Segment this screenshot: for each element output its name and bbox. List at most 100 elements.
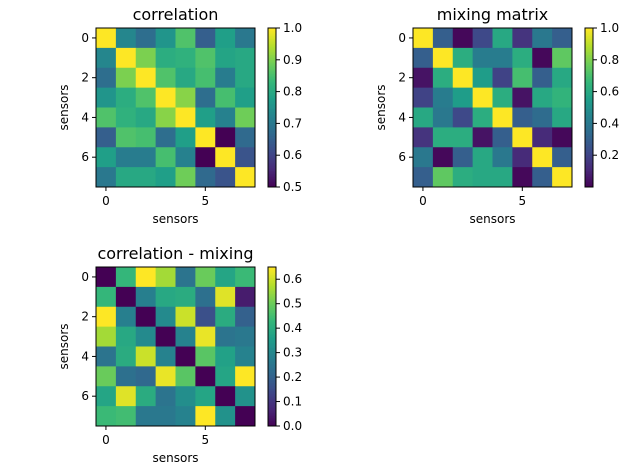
- heatmap-cell: [96, 67, 117, 89]
- heatmap-cell: [135, 346, 157, 367]
- heatmap-cell: [532, 147, 553, 168]
- colorbar-step: [268, 332, 276, 335]
- colorbar-step: [585, 153, 593, 156]
- colorbar-step: [268, 177, 276, 180]
- x-tick-label: 0: [419, 194, 427, 208]
- heatmap-cell: [532, 67, 553, 89]
- colorbar-step: [268, 351, 276, 354]
- heatmap-cell: [552, 127, 573, 148]
- y-tick-label: 4: [398, 110, 406, 124]
- heatmap-cell: [512, 28, 533, 49]
- colorbar-step: [268, 183, 276, 186]
- heatmap-cell: [135, 107, 157, 128]
- heatmap-cell: [175, 326, 196, 347]
- colorbar-step: [268, 335, 276, 338]
- colorbar-step: [268, 289, 276, 292]
- colorbar-step: [268, 316, 276, 319]
- colorbar-step: [268, 422, 276, 425]
- colorbar-step: [268, 301, 276, 305]
- colorbar-step: [585, 120, 593, 123]
- colorbar-step: [268, 175, 276, 178]
- colorbar-step: [585, 179, 593, 182]
- heatmap-cell: [452, 28, 474, 49]
- colorbar: [584, 27, 597, 188]
- colorbar-step: [585, 85, 593, 88]
- colorbar-step: [268, 371, 276, 375]
- colorbar-step: [585, 164, 593, 167]
- colorbar-step: [268, 373, 276, 376]
- heatmap-cell: [235, 406, 256, 427]
- colorbar-step: [585, 91, 593, 94]
- heatmap-cell: [413, 28, 434, 49]
- heatmap-cell: [215, 127, 236, 148]
- colorbar-step: [268, 58, 276, 61]
- colorbar-step: [268, 128, 276, 131]
- heatmap-cell: [492, 107, 513, 128]
- colorbar-step: [585, 175, 593, 178]
- colorbar-step: [268, 80, 276, 83]
- heatmap-cell: [452, 127, 474, 148]
- heatmap-cell: [155, 386, 176, 407]
- colorbar-step: [268, 313, 276, 316]
- heatmap-cell: [96, 306, 117, 328]
- colorbar-step: [268, 336, 276, 340]
- colorbar-step: [585, 171, 593, 174]
- colorbar-step: [268, 115, 276, 118]
- heatmap-panel-1: [409, 27, 597, 191]
- colorbar-step: [585, 77, 593, 80]
- chart-title: correlation - mixing: [97, 244, 253, 263]
- heatmap-cell: [195, 326, 216, 347]
- heatmap-cell: [432, 107, 454, 128]
- heatmap-cell: [96, 346, 117, 367]
- heatmap-cell: [215, 406, 236, 427]
- heatmap-cell: [235, 326, 256, 347]
- colorbar-step: [268, 129, 276, 132]
- colorbar-step: [585, 156, 593, 159]
- heatmap-cell: [492, 127, 513, 148]
- colorbar-step: [268, 77, 276, 80]
- colorbar-step: [585, 32, 593, 35]
- colorbar-step: [585, 144, 593, 147]
- colorbar-step: [268, 314, 276, 317]
- heatmap-cell: [155, 47, 176, 69]
- heatmap-cell: [452, 107, 474, 128]
- colorbar-step: [268, 294, 276, 297]
- heatmap-cell: [512, 147, 533, 168]
- heatmap-cell: [135, 28, 157, 49]
- colorbar-step: [268, 113, 276, 116]
- heatmap-cell: [175, 28, 196, 49]
- colorbar-step: [268, 424, 276, 427]
- colorbar-step: [268, 70, 276, 74]
- heatmap-cell: [96, 147, 117, 168]
- colorbar-step: [585, 101, 593, 104]
- colorbar-step: [585, 132, 593, 136]
- colorbar-step: [268, 131, 276, 134]
- heatmap-cell: [175, 267, 196, 288]
- heatmap-cell: [432, 47, 454, 69]
- colorbar-step: [268, 375, 276, 378]
- colorbar-step: [585, 109, 593, 112]
- colorbar-step: [585, 31, 593, 34]
- colorbar-step: [585, 124, 593, 128]
- heatmap-cell: [175, 346, 196, 367]
- heatmap-cell: [215, 306, 236, 328]
- colorbar-step: [268, 389, 276, 392]
- colorbar-step: [268, 365, 276, 368]
- heatmap-cell: [175, 366, 196, 387]
- heatmap-cell: [115, 406, 137, 427]
- heatmap-cell: [135, 67, 157, 89]
- colorbar-step: [268, 32, 276, 35]
- colorbar-step: [268, 324, 276, 327]
- colorbar-step: [585, 47, 593, 50]
- colorbar-step: [585, 110, 593, 113]
- heatmap-cell: [155, 286, 176, 308]
- colorbar-step: [268, 121, 276, 124]
- y-tick-label: 6: [398, 150, 406, 164]
- heatmap-cell: [472, 147, 493, 168]
- colorbar-step: [268, 159, 276, 163]
- heatmap-cell: [235, 107, 256, 128]
- colorbar-step: [268, 391, 276, 394]
- heatmap-cell: [155, 87, 176, 108]
- heatmap-cell: [96, 386, 117, 407]
